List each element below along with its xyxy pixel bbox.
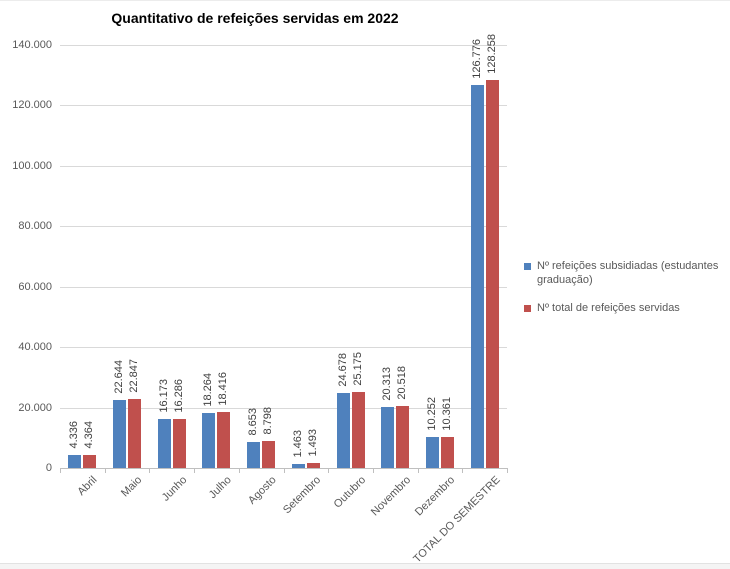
chart-bottom-edge xyxy=(0,563,730,569)
legend-item-subsidiadas: Nº refeições subsidiadas (estudantes gra… xyxy=(524,259,726,287)
x-axis-tick xyxy=(462,469,464,473)
gridline xyxy=(60,347,507,349)
x-axis-label: Maio xyxy=(119,474,145,500)
x-axis-label: Agosto xyxy=(245,474,279,507)
bar-value-label: 4.364 xyxy=(83,421,96,449)
x-axis-tick xyxy=(417,469,419,473)
gridline xyxy=(60,165,507,167)
y-axis-tick-label: 80.000 xyxy=(18,220,52,233)
x-axis-label: TOTAL DO SEMESTRE xyxy=(410,474,503,566)
x-axis-tick xyxy=(149,469,151,473)
bar-value-label: 16.173 xyxy=(157,379,170,413)
x-axis-label: Novembro xyxy=(368,474,413,519)
x-axis-tick xyxy=(194,469,196,473)
bar-value-label: 22.644 xyxy=(113,360,126,394)
bar-value-label: 1.463 xyxy=(291,430,304,458)
legend-label: Nº total de refeições servidas xyxy=(537,302,680,314)
bar-value-label: 10.361 xyxy=(440,397,453,431)
y-axis-tick-label: 140.000 xyxy=(12,39,52,51)
bar-value-label: 128.258 xyxy=(485,34,498,74)
bar-value-label: 18.416 xyxy=(217,372,230,406)
bar-total-8 xyxy=(396,406,410,468)
y-axis-tick-label: 120.000 xyxy=(12,99,52,112)
bar-value-label: 24.678 xyxy=(336,353,349,387)
bar-total-3 xyxy=(172,419,186,468)
x-axis-label: Outubro xyxy=(331,474,369,511)
legend-item-total: Nº total de refeições servidas xyxy=(524,301,726,315)
x-axis-tick xyxy=(238,469,240,473)
x-axis-tick xyxy=(507,469,508,473)
x-axis-tick xyxy=(372,469,374,473)
x-axis-line xyxy=(60,468,508,469)
x-axis-label: Abril xyxy=(75,474,100,499)
x-axis-label: Julho xyxy=(206,474,234,502)
bar-total-7 xyxy=(351,392,365,468)
x-axis-tick xyxy=(328,469,330,473)
y-axis-tick-label: 60.000 xyxy=(18,280,52,293)
bar-subsidiadas-9 xyxy=(425,437,439,468)
bar-subsidiadas-10 xyxy=(470,85,484,468)
bar-subsidiadas-2 xyxy=(113,400,127,468)
bar-value-label: 10.252 xyxy=(425,397,438,431)
gridline xyxy=(60,105,507,107)
legend-label: Nº refeições subsidiadas (estudantes gra… xyxy=(537,260,719,286)
bar-value-label: 18.264 xyxy=(202,373,215,407)
bar-value-label: 20.518 xyxy=(396,366,409,400)
y-axis-tick-label: 0 xyxy=(45,462,52,474)
x-axis-tick xyxy=(283,469,285,473)
gridline xyxy=(60,407,507,409)
x-axis-label: Setembro xyxy=(281,474,324,517)
gridline xyxy=(60,45,507,46)
bar-total-1 xyxy=(83,455,97,468)
gridline xyxy=(60,226,507,228)
bar-value-label: 126.776 xyxy=(470,39,483,79)
legend-swatch-blue-icon xyxy=(524,263,531,270)
bar-subsidiadas-5 xyxy=(247,442,261,468)
y-axis-tick-label: 100.000 xyxy=(12,159,52,172)
bar-subsidiadas-8 xyxy=(381,407,395,468)
legend: Nº refeições subsidiadas (estudantes gra… xyxy=(524,259,726,329)
bar-total-6 xyxy=(306,463,320,468)
bar-value-label: 22.847 xyxy=(128,359,141,393)
gridline xyxy=(60,286,507,288)
bar-subsidiadas-1 xyxy=(68,455,82,468)
legend-swatch-red-icon xyxy=(524,305,531,312)
x-axis-tick xyxy=(60,469,61,473)
y-axis-tick-label: 40.000 xyxy=(18,341,52,354)
bar-value-label: 25.175 xyxy=(351,352,364,386)
bar-total-5 xyxy=(262,441,276,468)
bar-value-label: 4.336 xyxy=(68,421,81,449)
bar-total-4 xyxy=(217,412,231,468)
bar-value-label: 1.493 xyxy=(306,429,319,457)
bar-value-label: 16.286 xyxy=(172,379,185,413)
bar-subsidiadas-4 xyxy=(202,413,216,468)
x-axis-label: Dezembro xyxy=(413,474,458,519)
bar-value-label: 20.313 xyxy=(381,367,394,401)
bar-subsidiadas-7 xyxy=(336,393,350,468)
bar-value-label: 8.798 xyxy=(262,407,275,435)
x-axis-label: Junho xyxy=(159,474,190,504)
bar-total-9 xyxy=(440,437,454,468)
y-axis-tick-label: 20.000 xyxy=(18,401,52,414)
bar-total-10 xyxy=(485,80,499,468)
bar-subsidiadas-3 xyxy=(157,419,171,468)
bar-value-label: 8.653 xyxy=(247,408,260,436)
x-axis-tick xyxy=(104,469,106,473)
bar-total-2 xyxy=(128,399,142,468)
bar-subsidiadas-6 xyxy=(291,464,305,468)
chart-title: Quantitativo de refeições servidas em 20… xyxy=(111,10,399,26)
